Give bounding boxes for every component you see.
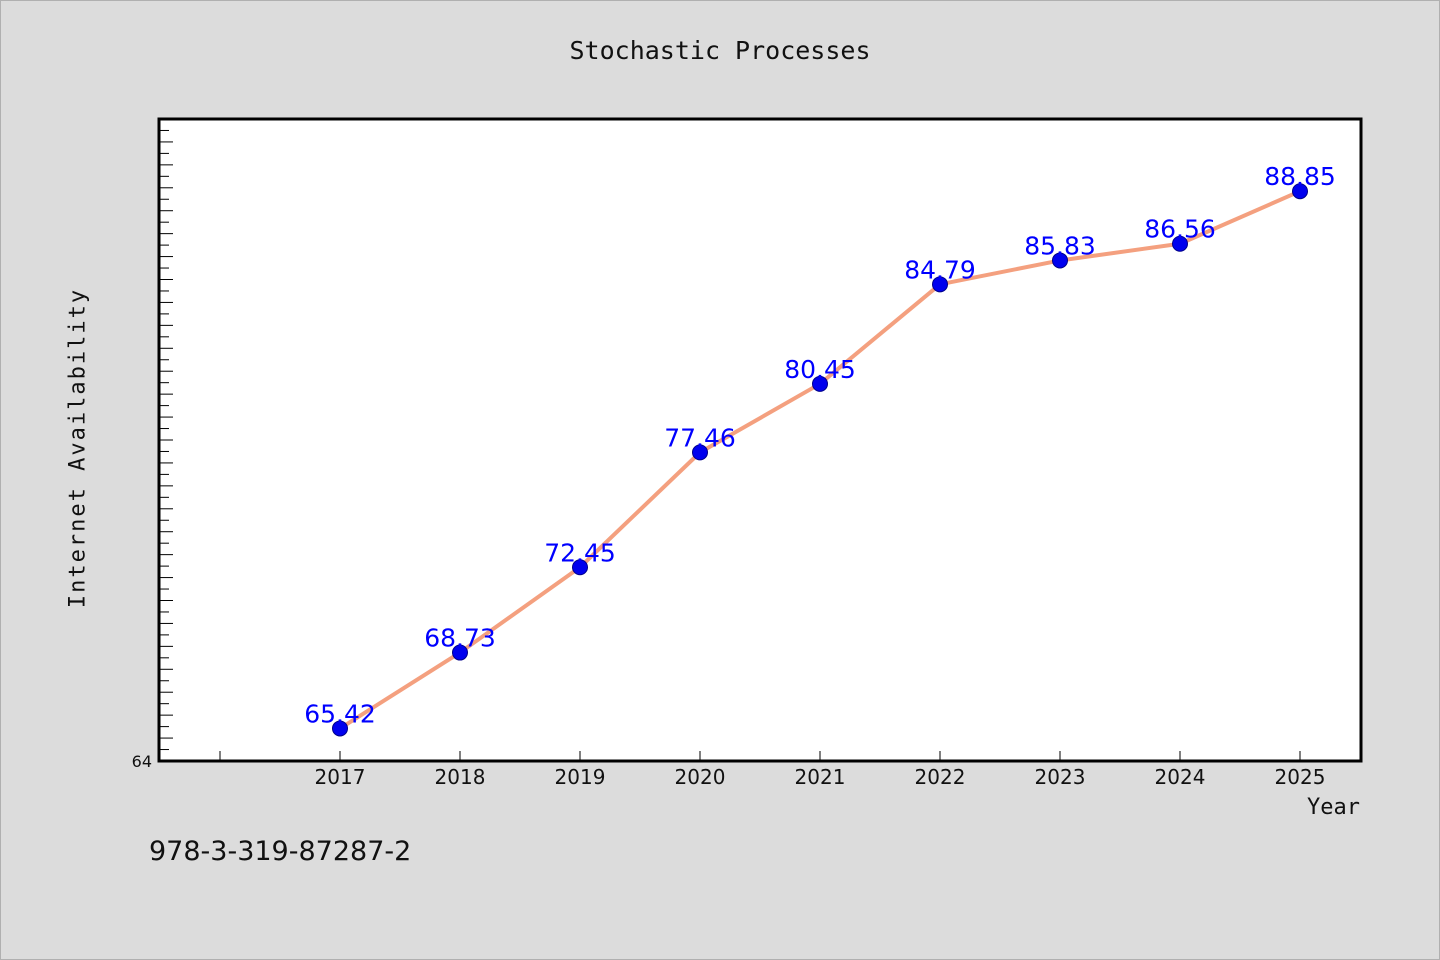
x-axis-ticks: 2017 2018 2019 2020 2021 2022 2023 2024 2025 — [219, 751, 1326, 789]
x-tick-label: 2020 — [675, 765, 726, 789]
data-label: 86.56 — [1144, 215, 1216, 244]
y-axis-ticks: 64 — [132, 129, 173, 771]
data-label: 84.79 — [904, 255, 976, 284]
data-point — [1292, 183, 1308, 200]
x-tick-label: 2022 — [915, 765, 966, 789]
data-point — [452, 644, 468, 661]
plot-area — [157, 117, 1363, 763]
x-tick-label: 2021 — [795, 765, 846, 789]
data-point — [812, 375, 828, 392]
data-point — [1172, 235, 1188, 252]
data-label: 68.73 — [424, 624, 496, 653]
x-tick-label: 2018 — [435, 765, 486, 789]
x-tick-label: 2024 — [1155, 765, 1206, 789]
data-label: 88.85 — [1264, 162, 1336, 191]
data-label: 72.45 — [544, 538, 616, 567]
data-labels: 65.42 68.73 72.45 77.46 80.45 84.79 85.83 86.56… — [304, 162, 1336, 728]
data-label: 77.46 — [664, 423, 736, 452]
data-point — [332, 720, 348, 737]
x-tick-label: 2019 — [555, 765, 606, 789]
series-markers — [332, 183, 1308, 737]
x-tick-label: 2023 — [1035, 765, 1086, 789]
x-axis-label: Year — [1307, 795, 1360, 820]
data-point — [572, 559, 588, 576]
x-tick-label: 2025 — [1275, 765, 1326, 789]
data-label: 65.42 — [304, 699, 376, 728]
x-tick-label: 2017 — [315, 765, 366, 789]
data-point — [1052, 252, 1068, 269]
data-point — [692, 444, 708, 461]
data-label: 80.45 — [784, 355, 856, 384]
data-point — [932, 276, 948, 293]
chart-title: Stochastic Processes — [569, 36, 871, 65]
y-tick-label: 64 — [132, 752, 152, 771]
isbn-text: 978-3-319-87287-2 — [149, 836, 412, 867]
data-label: 85.83 — [1024, 231, 1096, 260]
